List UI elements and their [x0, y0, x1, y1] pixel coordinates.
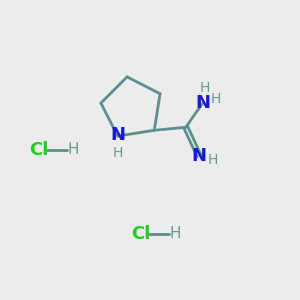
- Text: H: H: [207, 153, 218, 167]
- Text: H: H: [210, 92, 221, 106]
- Text: H: H: [170, 226, 181, 242]
- Text: H: H: [199, 81, 210, 95]
- Text: N: N: [196, 94, 211, 112]
- Text: Cl: Cl: [131, 225, 151, 243]
- Text: H: H: [68, 142, 79, 158]
- Text: N: N: [192, 147, 207, 165]
- Text: H: H: [112, 146, 123, 160]
- Text: N: N: [110, 126, 125, 144]
- Text: Cl: Cl: [29, 141, 49, 159]
